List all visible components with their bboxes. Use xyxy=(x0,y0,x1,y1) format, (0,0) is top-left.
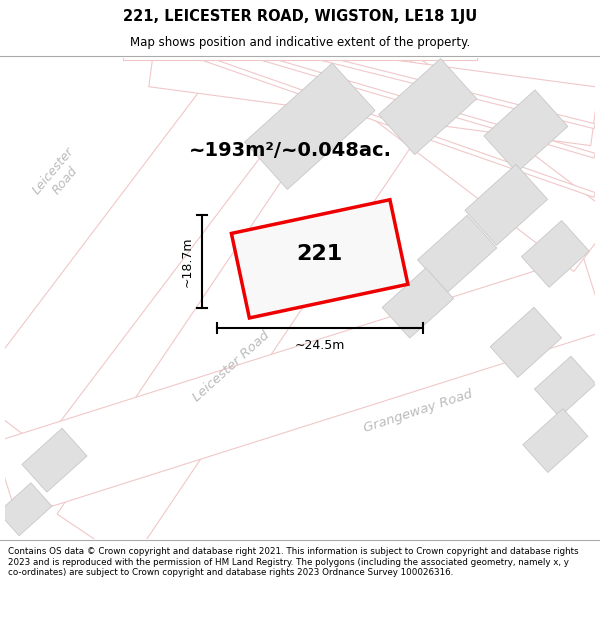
Polygon shape xyxy=(0,483,52,536)
Polygon shape xyxy=(521,221,589,288)
Polygon shape xyxy=(523,409,588,472)
Polygon shape xyxy=(0,31,316,447)
Polygon shape xyxy=(260,55,595,158)
Polygon shape xyxy=(319,55,595,129)
Text: Contains OS data © Crown copyright and database right 2021. This information is : Contains OS data © Crown copyright and d… xyxy=(8,548,578,577)
Polygon shape xyxy=(232,200,408,318)
Text: Leicester
Road: Leicester Road xyxy=(30,144,88,206)
Text: ~18.7m: ~18.7m xyxy=(181,236,194,286)
Polygon shape xyxy=(535,356,596,417)
Text: ~193m²/~0.048ac.: ~193m²/~0.048ac. xyxy=(188,141,392,160)
Text: 221, LEICESTER ROAD, WIGSTON, LE18 1JU: 221, LEICESTER ROAD, WIGSTON, LE18 1JU xyxy=(123,9,477,24)
Text: Leicester Road: Leicester Road xyxy=(190,329,272,404)
Polygon shape xyxy=(201,55,595,198)
Polygon shape xyxy=(123,55,477,60)
Polygon shape xyxy=(0,256,600,518)
Polygon shape xyxy=(57,32,455,564)
Text: Map shows position and indicative extent of the property.: Map shows position and indicative extent… xyxy=(130,36,470,49)
Polygon shape xyxy=(484,90,568,172)
Polygon shape xyxy=(379,59,477,154)
Polygon shape xyxy=(418,215,497,292)
Polygon shape xyxy=(245,63,375,189)
Polygon shape xyxy=(149,28,599,146)
Polygon shape xyxy=(465,164,548,246)
Polygon shape xyxy=(328,30,600,271)
Polygon shape xyxy=(22,428,87,492)
Text: ~24.5m: ~24.5m xyxy=(295,339,345,352)
Text: 221: 221 xyxy=(296,244,343,264)
Polygon shape xyxy=(490,308,562,378)
Polygon shape xyxy=(382,268,454,338)
Text: Grangeway Road: Grangeway Road xyxy=(362,388,474,435)
